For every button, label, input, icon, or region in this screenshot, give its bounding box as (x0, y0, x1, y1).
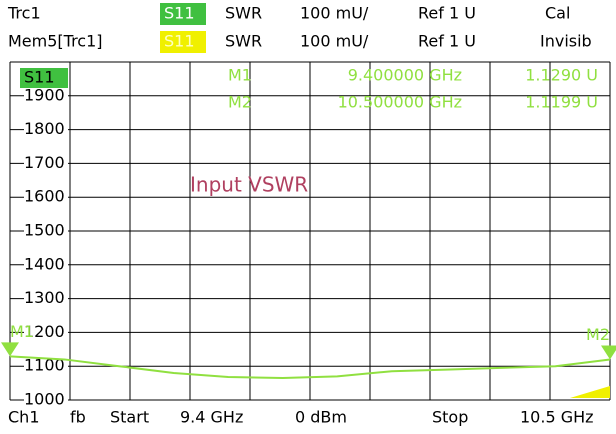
format: SWR (225, 32, 262, 51)
y-tick-label: 1900 (24, 85, 65, 104)
plot: 1000 1100 1200 1300 1400 1500 1600 1700 1800 1900… (1, 61, 616, 409)
marker-x: 9.400000 GHz (348, 66, 462, 85)
ref-indicator (570, 386, 610, 398)
marker-value: 1.1199 U (525, 93, 598, 112)
trace-badge (20, 68, 68, 88)
trace-label: S11 (24, 68, 55, 87)
stop-label: Stop (432, 408, 468, 427)
sweep-mode: fb (70, 408, 86, 427)
channel: Ch1 (8, 408, 40, 427)
param: S11 (164, 4, 195, 23)
marker-x: 10.500000 GHz (338, 93, 462, 112)
tick-label-bg (24, 391, 68, 409)
trace-name: Trc1 (7, 4, 41, 23)
tick-label-bg (24, 255, 68, 274)
scale: 100 mU/ (300, 4, 369, 23)
y-tick-label: 1800 (24, 119, 65, 138)
y-tick-label: 1700 (24, 153, 65, 172)
marker-name: M1 (228, 66, 252, 85)
status: Invisib (540, 32, 592, 51)
marker-triangle (1, 342, 19, 357)
start-value: 9.4 GHz (180, 408, 243, 427)
y-tick-label: 1600 (24, 187, 65, 206)
trace-line (9, 355, 611, 380)
marker-flag: M2 (586, 325, 610, 344)
y-tick-label: 1100 (24, 356, 65, 375)
marker-flag: M1 (10, 322, 34, 341)
chart-title: Input VSWR (190, 173, 308, 197)
y-tick-label: 1400 (24, 254, 65, 273)
ref: Ref 1 U (418, 4, 476, 23)
marker-value: 1.1290 U (525, 66, 598, 85)
status: Cal (545, 4, 570, 23)
param-badge (160, 3, 206, 25)
param: S11 (164, 32, 195, 51)
y-tick-label: 1200 (24, 322, 65, 341)
tick-label-bg (24, 188, 68, 207)
tick-label-bg (24, 289, 68, 308)
tick-label-bg (24, 357, 68, 376)
tick-label-bg (24, 323, 68, 342)
power: 0 dBm (295, 408, 347, 427)
ref: Ref 1 U (418, 32, 476, 51)
tick-label-bg (24, 120, 68, 139)
y-tick-label: 1300 (24, 288, 65, 307)
y-tick-label: 1000 (24, 390, 65, 409)
tick-label-bg (24, 86, 68, 105)
tick-label-bg (24, 222, 68, 240)
start-label: Start (110, 408, 149, 427)
trace-name: Mem5[Trc1] (8, 32, 103, 51)
format: SWR (225, 4, 262, 23)
marker-name: M2 (228, 93, 252, 112)
stop-value: 10.5 GHz (520, 408, 594, 427)
y-tick-label: 1500 (24, 221, 65, 240)
param-badge (160, 31, 206, 53)
marker-triangle (601, 345, 616, 360)
scale: 100 mU/ (300, 32, 369, 51)
tick-label-bg (24, 154, 68, 173)
